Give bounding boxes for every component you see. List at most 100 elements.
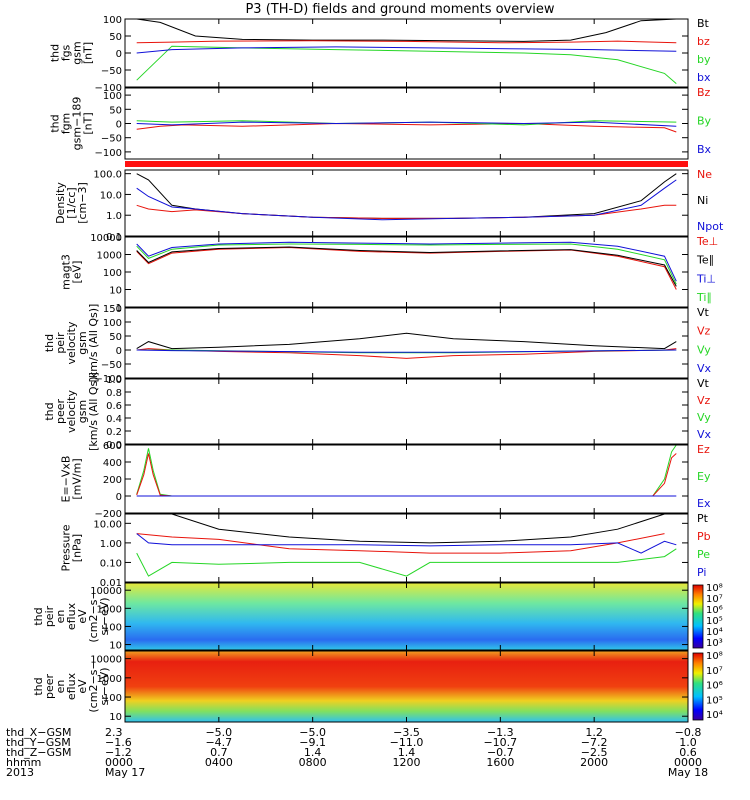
y-tick-label: 10000 — [90, 586, 122, 597]
y-tick-label: 0.1 — [106, 232, 122, 243]
footer-value: −3.5 — [393, 726, 420, 739]
y-axis-label: thd — [49, 44, 62, 62]
legend-By: By — [697, 115, 712, 128]
legend-Bx: Bx — [697, 143, 712, 156]
legend-Te∥: Te∥ — [696, 254, 714, 267]
series-line-Npot — [136, 179, 677, 221]
legend-Pi: Pi — [697, 566, 706, 579]
footer-value: −1.2 — [105, 746, 132, 759]
y-axis-label: magt3 — [60, 254, 73, 290]
y-tick-label: 0.2 — [106, 427, 122, 438]
footer-value: 0400 — [205, 756, 233, 769]
colorbar-label: 10³ — [706, 638, 723, 649]
y-tick-label: −200 — [95, 509, 122, 520]
panel-peer: Vt Vz Vy Vx 1.0 0.8 0.6 0.4 0.2 0.0 thdpeervelocit… — [43, 372, 712, 451]
footer-value: May 18 — [668, 766, 708, 779]
legend-Ti⊥: Ti⊥ — [696, 272, 716, 285]
y-axis-label: thd — [43, 402, 56, 420]
series-line-by — [136, 45, 677, 84]
panel-frame — [124, 444, 689, 514]
y-tick-label: 1000 — [97, 674, 122, 685]
series-line-bz — [136, 40, 677, 44]
y-axis-label: fgm — [60, 113, 73, 135]
spectrogram — [125, 583, 688, 650]
y-axis-label: peer — [43, 674, 56, 700]
y-tick-label: 100 — [103, 91, 122, 102]
series-line-Vx — [136, 349, 677, 353]
series-line-bx — [136, 46, 677, 54]
legend-Pe: Pe — [697, 548, 710, 561]
y-tick-label: 100 — [103, 268, 122, 279]
footer-value: 0.7 — [210, 746, 228, 759]
legend-Vt: Vt — [697, 306, 710, 319]
y-tick-label: 10 — [109, 641, 122, 652]
y-axis-label: sr−eV) — [98, 597, 111, 635]
panel-frame — [124, 513, 689, 583]
y-tick-label: 100 — [103, 15, 122, 26]
footer-value: −9.1 — [299, 736, 326, 749]
y-tick-label: 100 — [103, 318, 122, 329]
footer-value: −2.5 — [581, 746, 608, 759]
y-tick-label: 0 — [116, 346, 122, 357]
y-axis-label: peer — [54, 399, 67, 425]
legend-bx: bx — [697, 71, 711, 84]
y-tick-label: 0 — [116, 49, 122, 60]
y-axis-label: [eV] — [71, 261, 84, 284]
y-tick-label: 0 — [116, 120, 122, 131]
panels-group: Btbzbybx100500−50−100thdfgsgsm[nT]BzByBx… — [32, 15, 724, 723]
footer-value: −1.3 — [487, 726, 514, 739]
y-axis-label: thd — [43, 334, 56, 352]
footer-value: −7.2 — [581, 736, 608, 749]
y-tick-label: 100 — [103, 622, 122, 633]
footer-value: −4.7 — [205, 736, 232, 749]
footer-value: 2.3 — [105, 726, 123, 739]
spectrogram — [125, 651, 688, 722]
footer-value: −11.0 — [390, 736, 424, 749]
legend-Ey: Ey — [697, 470, 711, 483]
colorbar-label: 10⁵ — [706, 616, 723, 627]
legend-by: by — [697, 53, 711, 66]
chart-title: P3 (TH-D) fields and ground moments over… — [245, 2, 554, 17]
footer-value: 0.6 — [679, 746, 697, 759]
y-tick-label: 0.01 — [100, 578, 122, 589]
legend-Vy: Vy — [697, 343, 711, 356]
footer-row-label: 2013 — [6, 766, 34, 779]
y-axis-label: eV — [76, 679, 89, 694]
y-axis-label: [km/s (All Qs)] — [87, 372, 100, 451]
colorbar — [692, 652, 704, 721]
panel-peir_en: 10⁸10⁷10⁶10⁵10⁴10³10000100010010thdpeire… — [32, 582, 723, 652]
footer-value: −1.6 — [105, 736, 132, 749]
y-axis-label: thd — [32, 607, 45, 625]
footer-value: −0.7 — [487, 746, 514, 759]
footer-row-label: thd_Z−GSM — [6, 746, 72, 759]
y-axis-label: [1/cc] — [65, 187, 78, 218]
y-tick-label: 10000 — [90, 233, 122, 244]
y-tick-label: −100 — [95, 148, 122, 159]
y-tick-label: 10.00 — [93, 519, 122, 530]
series-line-Ti∥ — [136, 243, 677, 285]
series-line-Ez — [136, 453, 677, 497]
y-axis-label: thd — [32, 677, 45, 695]
y-axis-label: [nT] — [82, 112, 95, 134]
legend-Ti∥: Ti∥ — [696, 291, 712, 304]
footer-value: 1.0 — [679, 736, 697, 749]
colorbar-label: 10⁶ — [706, 681, 723, 692]
colorbar-label: 10⁶ — [706, 605, 723, 616]
panel-magt3: Te⊥ Te∥ Ti⊥ Ti∥ 10000 1000 100 10 1 magt3[eV] — [60, 233, 719, 314]
footer-value: 2000 — [580, 756, 608, 769]
series-line-Pi — [136, 533, 677, 554]
y-axis-label: [nPa] — [71, 534, 84, 562]
legend-Bt: Bt — [697, 17, 710, 30]
colorbar-label: 10⁷ — [706, 666, 723, 677]
footer-value: 0000 — [674, 756, 702, 769]
series-line-Pb — [136, 533, 665, 554]
y-tick-label: 0 — [116, 492, 122, 503]
state-bar — [125, 161, 688, 167]
legend-Ez: Ez — [697, 443, 710, 456]
footer-row-label: thd_Y−GSM — [6, 736, 71, 749]
y-tick-label: 0.8 — [106, 388, 122, 399]
footer-value: 1600 — [486, 756, 514, 769]
series-line-Ey — [136, 445, 677, 497]
panel-density: Ne Ni Npot 100.0 10.0 1.0 0.1 Density[1/cc][cm−… — [54, 168, 724, 243]
